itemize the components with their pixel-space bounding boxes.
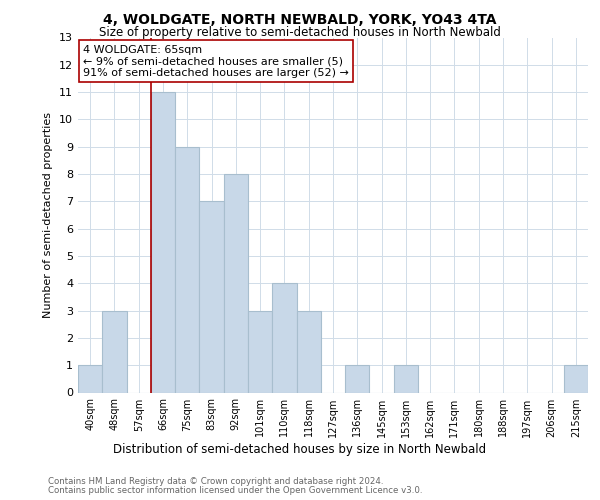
Bar bbox=[224, 174, 248, 392]
Bar bbox=[248, 310, 272, 392]
Bar bbox=[151, 92, 175, 392]
Text: 4, WOLDGATE, NORTH NEWBALD, YORK, YO43 4TA: 4, WOLDGATE, NORTH NEWBALD, YORK, YO43 4… bbox=[103, 12, 497, 26]
Text: 4 WOLDGATE: 65sqm
← 9% of semi-detached houses are smaller (5)
91% of semi-detac: 4 WOLDGATE: 65sqm ← 9% of semi-detached … bbox=[83, 44, 349, 78]
Text: Size of property relative to semi-detached houses in North Newbald: Size of property relative to semi-detach… bbox=[99, 26, 501, 39]
Bar bbox=[564, 365, 588, 392]
Bar bbox=[78, 365, 102, 392]
Bar bbox=[296, 310, 321, 392]
Bar bbox=[345, 365, 370, 392]
Y-axis label: Number of semi-detached properties: Number of semi-detached properties bbox=[43, 112, 53, 318]
Bar bbox=[272, 284, 296, 393]
Bar bbox=[175, 146, 199, 392]
Bar bbox=[199, 202, 224, 392]
Text: Contains public sector information licensed under the Open Government Licence v3: Contains public sector information licen… bbox=[48, 486, 422, 495]
Bar bbox=[394, 365, 418, 392]
Text: Distribution of semi-detached houses by size in North Newbald: Distribution of semi-detached houses by … bbox=[113, 442, 487, 456]
Text: Contains HM Land Registry data © Crown copyright and database right 2024.: Contains HM Land Registry data © Crown c… bbox=[48, 477, 383, 486]
Bar bbox=[102, 310, 127, 392]
